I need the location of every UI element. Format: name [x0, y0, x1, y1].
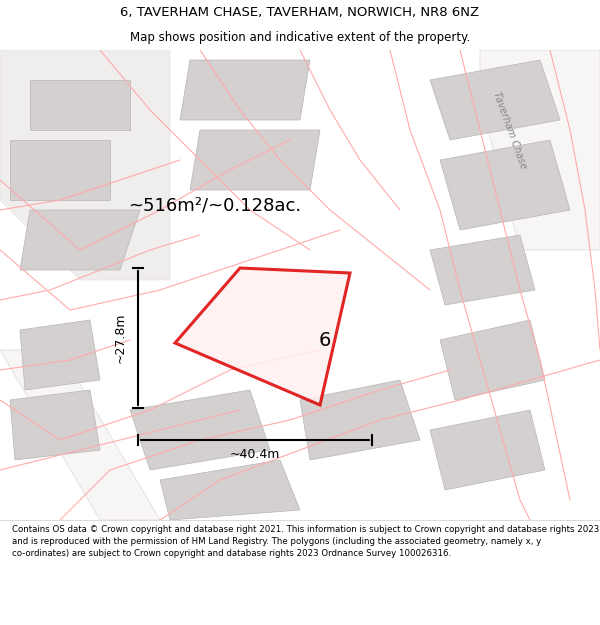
Polygon shape	[0, 350, 160, 520]
Polygon shape	[430, 60, 560, 140]
Polygon shape	[440, 320, 545, 400]
Text: ~516m²/~0.128ac.: ~516m²/~0.128ac.	[128, 196, 302, 214]
Polygon shape	[30, 80, 130, 130]
Polygon shape	[10, 140, 110, 200]
Polygon shape	[0, 50, 170, 280]
Polygon shape	[20, 320, 100, 390]
Polygon shape	[440, 140, 570, 230]
Text: 6: 6	[319, 331, 331, 349]
Polygon shape	[160, 460, 300, 520]
Text: Contains OS data © Crown copyright and database right 2021. This information is : Contains OS data © Crown copyright and d…	[12, 525, 599, 558]
Polygon shape	[430, 235, 535, 305]
Polygon shape	[480, 50, 600, 250]
Polygon shape	[130, 390, 270, 470]
Polygon shape	[430, 410, 545, 490]
Text: ~40.4m: ~40.4m	[230, 449, 280, 461]
Text: Taverham Chase: Taverham Chase	[491, 90, 529, 170]
Polygon shape	[20, 210, 140, 270]
Text: 6, TAVERHAM CHASE, TAVERHAM, NORWICH, NR8 6NZ: 6, TAVERHAM CHASE, TAVERHAM, NORWICH, NR…	[121, 6, 479, 19]
Text: ~27.8m: ~27.8m	[113, 312, 127, 363]
Polygon shape	[180, 60, 310, 120]
Polygon shape	[10, 390, 100, 460]
Polygon shape	[175, 268, 350, 405]
Polygon shape	[300, 380, 420, 460]
Polygon shape	[190, 130, 320, 190]
Text: Map shows position and indicative extent of the property.: Map shows position and indicative extent…	[130, 31, 470, 44]
